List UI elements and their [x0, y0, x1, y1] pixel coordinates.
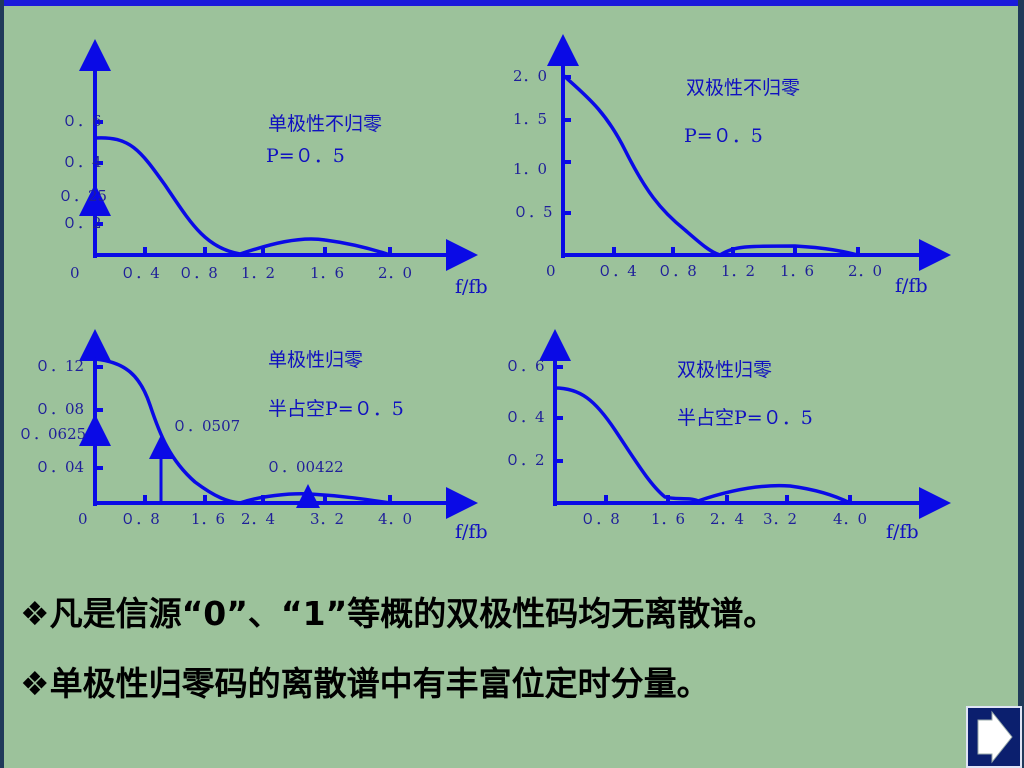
tick-label: 2．4 [710, 510, 744, 528]
tick-label: 1．2 [721, 262, 755, 280]
panel-subtitle: P=０．5 [684, 125, 763, 147]
tick-label: 3．2 [763, 510, 797, 528]
axis-label: f/fb [455, 276, 488, 298]
tick-label: ０．4 [505, 408, 545, 426]
panel-title: 单极性归零 [268, 349, 363, 371]
axis-label: f/fb [895, 275, 928, 297]
tick-label: ０．8 [120, 510, 160, 528]
tick-label: 1．2 [241, 264, 275, 282]
panel-subtitle: 半占空P=０．5 [677, 407, 813, 429]
tick-label: ０．6 [62, 112, 102, 130]
axis-label: f/fb [455, 521, 488, 543]
tick-label: ０．8 [580, 510, 620, 528]
panel-2: 2．0 1．5 1．0 ０．5 0 ０．4 ０．8 1．2 1．6 2．0 f/… [513, 34, 951, 297]
tick-label: 1．6 [651, 510, 685, 528]
tick-label: ０．25 [58, 187, 107, 205]
tick-label: ０．04 [35, 458, 84, 476]
tick-label: 2．0 [848, 262, 882, 280]
tick-label: ０．8 [178, 264, 218, 282]
panel-subtitle: 半占空P=０．5 [268, 398, 404, 420]
tick-label: 0 [546, 262, 556, 280]
tick-label: ０．2 [62, 214, 102, 232]
next-icon [977, 710, 1013, 764]
bullet-list: ❖凡是信源“0”、“1”等概的双极性码均无离散谱。 ❖单极性归零码的离散谱中有丰… [20, 584, 995, 724]
tick-label: 2．0 [513, 67, 547, 85]
tick-label: 2．4 [241, 510, 275, 528]
tick-label: 1．6 [310, 264, 344, 282]
tick-label: ０．4 [597, 262, 637, 280]
bullet: ❖凡是信源“0”、“1”等概的双极性码均无离散谱。 [20, 594, 777, 633]
tick-label: ０．0625 [18, 425, 86, 443]
tick-label: 0 [70, 264, 80, 282]
panel-title: 单极性不归零 [268, 113, 382, 135]
tick-label: 1．6 [780, 262, 814, 280]
tick-label: 1．0 [513, 160, 547, 178]
tick-label: 4．0 [833, 510, 867, 528]
tick-label: 2．0 [378, 264, 412, 282]
next-button[interactable] [966, 706, 1022, 768]
tick-label: ０．5 [513, 203, 553, 221]
panel-4: ０．6 ０．4 ０．2 ０．8 1．6 2．4 3．2 4．0 f/fb 双极性… [505, 329, 951, 543]
bullet: ❖单极性归零码的离散谱中有丰富位定时分量。 [20, 664, 710, 703]
tick-label: ０．4 [120, 264, 160, 282]
tick-label: ０．12 [35, 357, 84, 375]
tick-label: ０．8 [657, 262, 697, 280]
tick-label: 0 [78, 510, 88, 528]
annotation: ０．0507 [172, 417, 240, 435]
tick-label: 1．6 [191, 510, 225, 528]
tick-label: ０．2 [505, 451, 545, 469]
axis-label: f/fb [886, 521, 919, 543]
tick-label: 3．2 [310, 510, 344, 528]
panel-subtitle: P=０．5 [266, 145, 345, 167]
tick-label: 4．0 [378, 510, 412, 528]
panel-title: 双极性归零 [677, 359, 772, 381]
panel-3: ０．12 ０．08 ０．0625 ０．04 0 ０．8 1．6 2．4 3．2 … [18, 329, 488, 543]
tick-label: 1．5 [513, 110, 547, 128]
panel-1: ０．6 ０．4 ０．25 ０．2 0 ０．4 ０．8 1．2 1．6 2．0 f… [58, 39, 488, 298]
tick-label: ０．4 [62, 153, 102, 171]
tick-label: ０．08 [35, 400, 84, 418]
tick-label: ０．6 [505, 357, 545, 375]
panel-title: 双极性不归零 [686, 77, 800, 99]
annotation: ０．00422 [266, 458, 344, 476]
